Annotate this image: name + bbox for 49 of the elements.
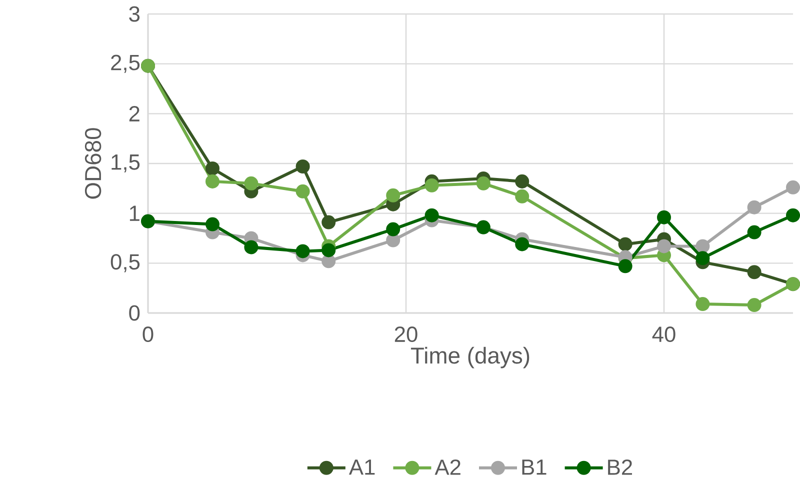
x-tick-label: 40 xyxy=(652,326,676,342)
point xyxy=(386,233,400,248)
y-tick-label: 1 xyxy=(130,206,140,221)
point xyxy=(296,244,310,258)
point xyxy=(206,217,220,232)
legend-label: A1 xyxy=(348,460,375,475)
point xyxy=(786,208,800,222)
y-tick-label: 2 xyxy=(129,106,140,122)
y-tick-label: 0,5 xyxy=(110,254,140,272)
y-tick-label: 3 xyxy=(129,6,140,22)
point xyxy=(244,176,258,190)
point xyxy=(618,259,632,274)
y-tick-label: 1,5 xyxy=(112,154,140,172)
point xyxy=(386,188,400,202)
point xyxy=(515,189,530,204)
point xyxy=(424,178,439,192)
point xyxy=(786,180,800,194)
point xyxy=(296,184,310,198)
legend-label: B1 xyxy=(522,460,546,475)
point xyxy=(206,174,220,188)
x-tick-label: 20 xyxy=(394,326,418,342)
x-axis-title: Time (days) xyxy=(410,346,530,368)
point xyxy=(476,176,490,190)
point xyxy=(244,240,258,254)
y-tick-label: 0 xyxy=(129,305,140,321)
point xyxy=(386,222,400,236)
point xyxy=(515,174,530,188)
point xyxy=(696,297,710,312)
point xyxy=(618,237,632,252)
point xyxy=(696,239,710,254)
point xyxy=(657,210,672,224)
y-axis-title: OD680 xyxy=(84,128,102,199)
point xyxy=(296,159,310,174)
point xyxy=(747,298,762,312)
point xyxy=(424,208,439,222)
point xyxy=(657,239,672,254)
point xyxy=(206,161,220,176)
point xyxy=(747,265,762,280)
point xyxy=(515,237,530,252)
point xyxy=(322,243,336,258)
y-tick-label: 2,5 xyxy=(111,54,140,73)
point xyxy=(747,200,762,214)
legend-label: B2 xyxy=(608,459,632,475)
point xyxy=(322,254,336,268)
point xyxy=(696,251,710,266)
point xyxy=(322,215,336,230)
legend-label: A2 xyxy=(434,459,460,475)
x-tick-label: 0 xyxy=(142,326,154,342)
point xyxy=(747,225,762,240)
